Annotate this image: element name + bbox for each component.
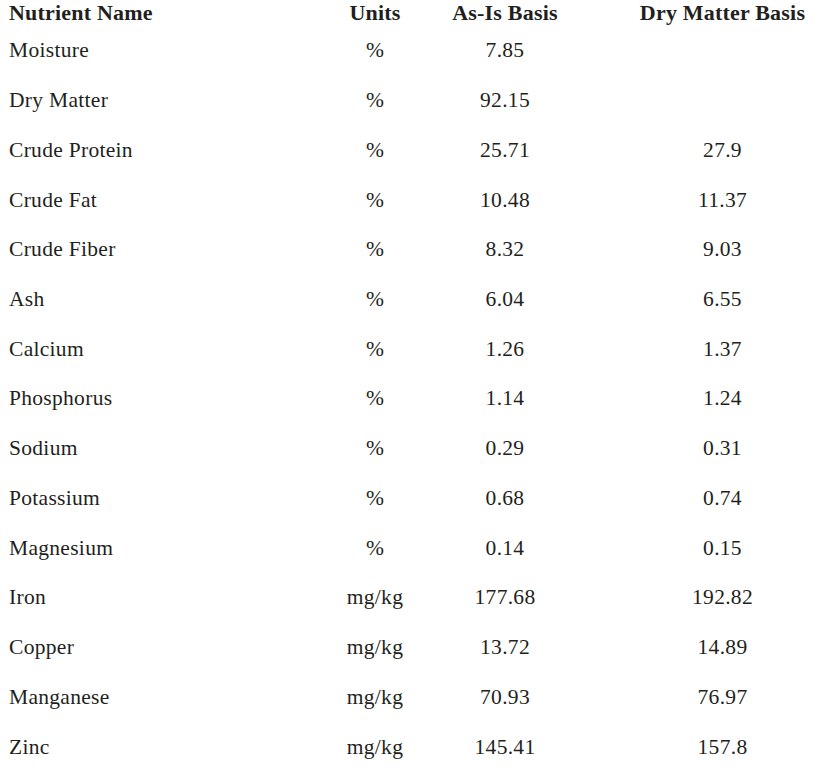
dry-matter-basis-cell: 0.15: [585, 523, 830, 573]
nutrient-name-cell: Phosphorus: [0, 374, 325, 424]
as-is-basis-cell: 0.29: [425, 424, 585, 474]
dry-matter-basis-cell: 192.82: [585, 573, 830, 623]
as-is-basis-cell: 10.48: [425, 175, 585, 225]
table-header-row: Nutrient Name Units As-Is Basis Dry Matt…: [0, 0, 830, 26]
as-is-basis-cell: 1.26: [425, 324, 585, 374]
dry-matter-basis-cell: 157.8: [585, 722, 830, 772]
table-row: Copper mg/kg 13.72 14.89: [0, 623, 830, 673]
dry-matter-basis-cell: [585, 26, 830, 76]
table-row: Phosphorus % 1.14 1.24: [0, 374, 830, 424]
dry-matter-basis-cell: 14.89: [585, 623, 830, 673]
dry-matter-basis-cell: 11.37: [585, 175, 830, 225]
as-is-basis-cell: 25.71: [425, 125, 585, 175]
as-is-basis-cell: 70.93: [425, 672, 585, 722]
units-cell: %: [325, 374, 425, 424]
table-row: Magnesium % 0.14 0.15: [0, 523, 830, 573]
units-cell: %: [325, 26, 425, 76]
as-is-basis-cell: 145.41: [425, 722, 585, 772]
dry-matter-basis-cell: 0.31: [585, 424, 830, 474]
as-is-basis-cell: 6.04: [425, 275, 585, 325]
nutrient-name-cell: Crude Protein: [0, 125, 325, 175]
column-header-dry-matter-basis: Dry Matter Basis: [585, 0, 830, 26]
dry-matter-basis-cell: 76.97: [585, 672, 830, 722]
table-row: Manganese mg/kg 70.93 76.97: [0, 672, 830, 722]
as-is-basis-cell: 0.14: [425, 523, 585, 573]
nutrient-name-cell: Moisture: [0, 26, 325, 76]
dry-matter-basis-cell: 1.37: [585, 324, 830, 374]
table-row: Moisture % 7.85: [0, 26, 830, 76]
units-cell: %: [325, 225, 425, 275]
nutrient-name-cell: Zinc: [0, 722, 325, 772]
dry-matter-basis-cell: 9.03: [585, 225, 830, 275]
table-row: Dry Matter % 92.15: [0, 76, 830, 126]
units-cell: %: [325, 76, 425, 126]
units-cell: mg/kg: [325, 722, 425, 772]
nutrient-name-cell: Dry Matter: [0, 76, 325, 126]
table-row: Crude Fiber % 8.32 9.03: [0, 225, 830, 275]
dry-matter-basis-cell: 6.55: [585, 275, 830, 325]
table-row: Ash % 6.04 6.55: [0, 275, 830, 325]
dry-matter-basis-cell: 0.74: [585, 473, 830, 523]
units-cell: %: [325, 424, 425, 474]
nutrient-name-cell: Sodium: [0, 424, 325, 474]
dry-matter-basis-cell: 27.9: [585, 125, 830, 175]
nutrient-name-cell: Crude Fat: [0, 175, 325, 225]
table-row: Iron mg/kg 177.68 192.82: [0, 573, 830, 623]
nutrient-name-cell: Crude Fiber: [0, 225, 325, 275]
column-header-as-is-basis: As-Is Basis: [425, 0, 585, 26]
column-header-nutrient-name: Nutrient Name: [0, 0, 325, 26]
nutrient-name-cell: Ash: [0, 275, 325, 325]
as-is-basis-cell: 13.72: [425, 623, 585, 673]
nutrient-name-cell: Iron: [0, 573, 325, 623]
units-cell: mg/kg: [325, 573, 425, 623]
units-cell: mg/kg: [325, 623, 425, 673]
nutrient-name-cell: Copper: [0, 623, 325, 673]
nutrient-name-cell: Manganese: [0, 672, 325, 722]
as-is-basis-cell: 0.68: [425, 473, 585, 523]
table-row: Potassium % 0.68 0.74: [0, 473, 830, 523]
as-is-basis-cell: 8.32: [425, 225, 585, 275]
as-is-basis-cell: 7.85: [425, 26, 585, 76]
table-row: Zinc mg/kg 145.41 157.8: [0, 722, 830, 772]
document-page: Nutrient Name Units As-Is Basis Dry Matt…: [0, 0, 830, 772]
nutrient-name-cell: Magnesium: [0, 523, 325, 573]
units-cell: mg/kg: [325, 672, 425, 722]
nutrient-name-cell: Calcium: [0, 324, 325, 374]
as-is-basis-cell: 177.68: [425, 573, 585, 623]
table-row: Calcium % 1.26 1.37: [0, 324, 830, 374]
nutrient-table: Nutrient Name Units As-Is Basis Dry Matt…: [0, 0, 830, 772]
as-is-basis-cell: 92.15: [425, 76, 585, 126]
table-row: Crude Protein % 25.71 27.9: [0, 125, 830, 175]
units-cell: %: [325, 125, 425, 175]
table-row: Crude Fat % 10.48 11.37: [0, 175, 830, 225]
table-row: Sodium % 0.29 0.31: [0, 424, 830, 474]
units-cell: %: [325, 473, 425, 523]
dry-matter-basis-cell: 1.24: [585, 374, 830, 424]
dry-matter-basis-cell: [585, 76, 830, 126]
units-cell: %: [325, 523, 425, 573]
nutrient-name-cell: Potassium: [0, 473, 325, 523]
as-is-basis-cell: 1.14: [425, 374, 585, 424]
units-cell: %: [325, 275, 425, 325]
column-header-units: Units: [325, 0, 425, 26]
units-cell: %: [325, 324, 425, 374]
units-cell: %: [325, 175, 425, 225]
